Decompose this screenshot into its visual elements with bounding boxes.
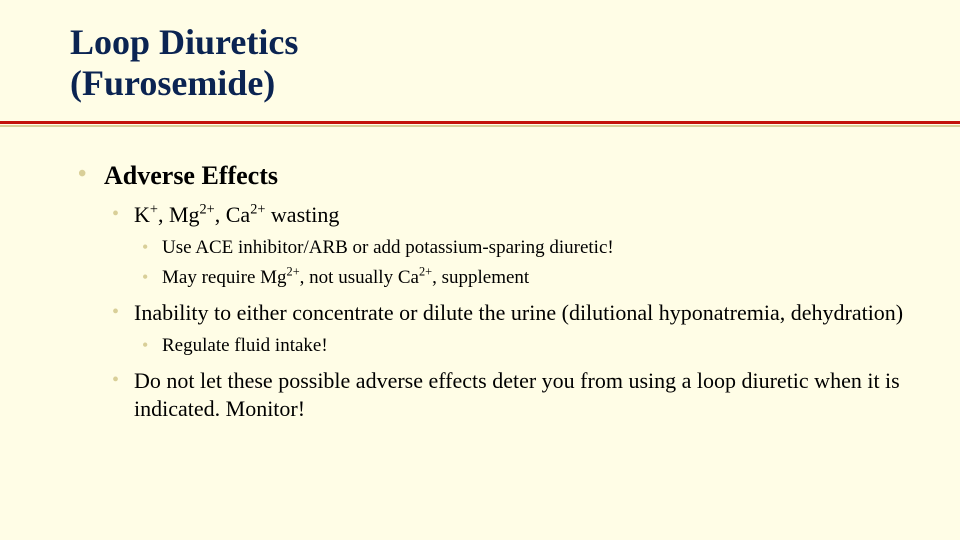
slide-title: Loop Diuretics (Furosemide) <box>0 0 960 117</box>
slide: Loop Diuretics (Furosemide) Adverse Effe… <box>0 0 960 540</box>
sup-ca2: 2+ <box>419 265 432 279</box>
divider-red <box>0 121 960 124</box>
sup-k: + <box>150 201 158 217</box>
text-part: May require Mg <box>162 267 287 288</box>
bullet-list-level-2: K+, Mg2+, Ca2+ wasting Use ACE inhibitor… <box>104 201 924 424</box>
title-line-1: Loop Diuretics <box>70 22 298 62</box>
text-part: , not usually Ca <box>300 267 419 288</box>
slide-body: Adverse Effects K+, Mg2+, Ca2+ wasting U… <box>0 127 960 424</box>
bullet-list-level-3: Regulate fluid intake! <box>134 333 924 359</box>
sup-mg: 2+ <box>200 201 215 217</box>
bullet-fluid-intake: Regulate fluid intake! <box>134 333 924 359</box>
text: Regulate fluid intake! <box>162 335 328 356</box>
bullet-urine-concentration: Inability to either concentrate or dilut… <box>104 299 924 359</box>
bullet-list-level-1: Adverse Effects K+, Mg2+, Ca2+ wasting U… <box>72 161 924 424</box>
sup-mg2: 2+ <box>287 265 300 279</box>
text-part: , Ca <box>215 202 250 227</box>
bullet-do-not-deter: Do not let these possible adverse effect… <box>104 367 924 424</box>
title-line-2: (Furosemide) <box>70 63 275 103</box>
text-part: wasting <box>265 202 339 227</box>
section-heading-item: Adverse Effects K+, Mg2+, Ca2+ wasting U… <box>72 161 924 424</box>
text: Use ACE inhibitor/ARB or add potassium-s… <box>162 237 614 258</box>
text-part: , Mg <box>158 202 200 227</box>
bullet-mg-supplement: May require Mg2+, not usually Ca2+, supp… <box>134 265 924 291</box>
section-heading: Adverse Effects <box>104 161 278 190</box>
text-part: K <box>134 202 150 227</box>
text: Inability to either concentrate or dilut… <box>134 300 903 325</box>
bullet-ace-arb: Use ACE inhibitor/ARB or add potassium-s… <box>134 235 924 261</box>
text: Do not let these possible adverse effect… <box>134 368 900 422</box>
sup-ca: 2+ <box>250 201 265 217</box>
bullet-list-level-3: Use ACE inhibitor/ARB or add potassium-s… <box>134 235 924 290</box>
text-part: , supplement <box>432 267 529 288</box>
bullet-electrolyte-wasting: K+, Mg2+, Ca2+ wasting Use ACE inhibitor… <box>104 201 924 291</box>
